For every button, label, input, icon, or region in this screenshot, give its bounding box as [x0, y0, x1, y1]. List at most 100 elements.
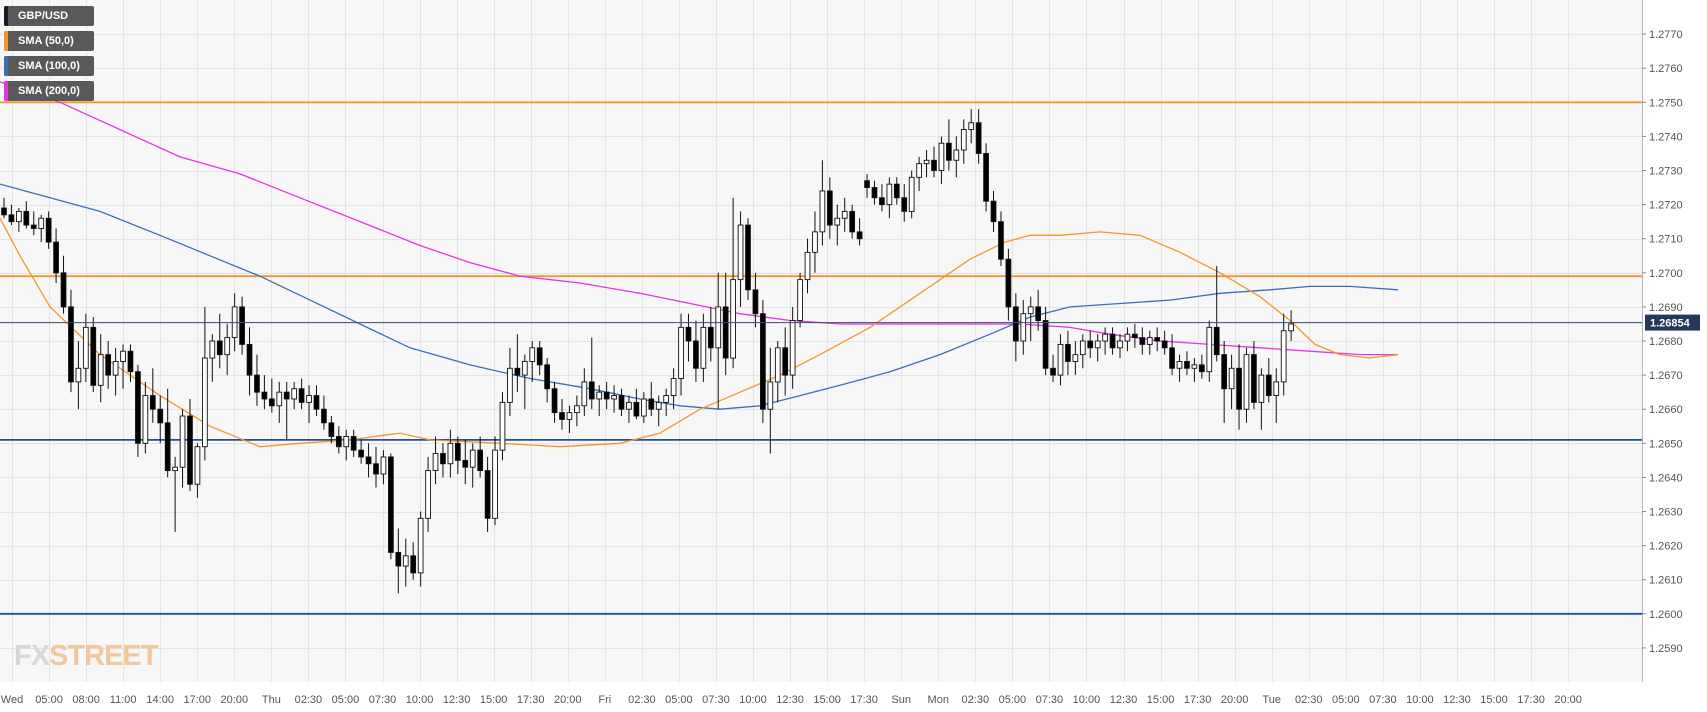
candle — [328, 416, 335, 444]
candle-body-up — [75, 367, 82, 383]
candle — [1, 197, 7, 219]
x-tick-label: 02:30 — [295, 694, 323, 706]
candle — [462, 439, 469, 485]
candle-body-down — [410, 555, 417, 574]
candle-body-up — [276, 391, 283, 407]
candle-body-down — [1198, 364, 1205, 373]
candle-body-up — [953, 149, 960, 161]
candle — [819, 160, 826, 246]
candle — [1265, 358, 1272, 403]
candle — [551, 381, 558, 423]
candle-body-up — [804, 251, 811, 281]
x-tick-label: 12:30 — [1110, 694, 1138, 706]
candle-body-up — [209, 340, 216, 359]
candle-body-up — [916, 163, 922, 178]
candle-body-up — [1094, 340, 1101, 349]
candle — [931, 146, 937, 178]
logo-street: STREET — [49, 640, 158, 672]
candle-body-down — [1139, 337, 1146, 345]
candle-body-up — [1206, 326, 1213, 373]
candle-body-down — [261, 391, 268, 400]
candle-body-down — [893, 183, 900, 199]
candle — [1280, 313, 1287, 396]
x-tick-label: 15:00 — [1147, 694, 1175, 706]
x-tick-label: 07:30 — [1369, 694, 1397, 706]
x-tick-label: 02:30 — [1295, 694, 1323, 706]
candle-body-down — [68, 306, 74, 383]
candle-body-up — [700, 326, 707, 369]
candle-body-down — [693, 340, 699, 369]
legend-item-sma200[interactable]: SMA (200,0) — [4, 81, 94, 101]
candle-body-up — [767, 381, 774, 410]
candle — [1169, 334, 1175, 376]
candle-body-down — [164, 422, 171, 472]
y-tick-label: 1.2670 — [1649, 370, 1683, 382]
x-tick-label: 10:00 — [406, 694, 434, 706]
legend-item-sma50[interactable]: SMA (50,0) — [4, 31, 94, 51]
candle — [187, 398, 193, 492]
x-tick-label: Mon — [928, 694, 949, 706]
candle — [469, 443, 476, 488]
x-tick-label: 12:30 — [443, 694, 471, 706]
candle — [968, 109, 975, 144]
candle-body-down — [931, 159, 937, 171]
candle — [1154, 327, 1161, 352]
y-tick-label: 1.2740 — [1649, 131, 1683, 143]
candle — [856, 218, 863, 246]
x-tick-label: Wed — [1, 694, 23, 706]
legend-item-sma100[interactable]: SMA (100,0) — [4, 56, 94, 76]
current-price-badge-bg — [1645, 314, 1700, 331]
x-tick-label: 07:30 — [1036, 694, 1064, 706]
candle — [626, 395, 632, 423]
candle-body-down — [462, 459, 469, 468]
candle — [722, 272, 729, 376]
candle — [16, 208, 22, 232]
candle-body-up — [886, 183, 893, 206]
x-tick-label: 05:00 — [665, 694, 693, 706]
candle-body-down — [722, 306, 729, 359]
candle — [120, 344, 126, 389]
x-tick-label: 20:00 — [554, 694, 582, 706]
candle-body-down — [30, 224, 37, 229]
candle — [157, 395, 164, 444]
candle-body-up — [120, 350, 126, 362]
candle — [1243, 347, 1250, 423]
candle-body-up — [1228, 367, 1235, 390]
candle — [700, 313, 707, 382]
candle-body-up — [224, 337, 231, 356]
candle-body-down — [484, 470, 491, 519]
candle-body-up — [521, 361, 528, 376]
candle-body-down — [745, 224, 751, 291]
candle — [425, 456, 431, 532]
candle — [893, 177, 900, 205]
candle-body-down — [559, 412, 565, 420]
candle-body-up — [774, 347, 781, 383]
x-tick-label: Sun — [891, 694, 911, 706]
candle-body-down — [350, 436, 357, 451]
y-tick-label: 1.2770 — [1649, 29, 1683, 41]
candle — [1139, 327, 1146, 355]
candle — [477, 436, 484, 478]
candle — [574, 395, 580, 427]
candle-body-down — [454, 442, 461, 461]
candle — [1020, 300, 1027, 355]
candle — [291, 381, 298, 410]
candle-body-up — [626, 401, 632, 410]
legend-item-symbol[interactable]: GBP/USD — [4, 6, 94, 26]
candle — [321, 395, 327, 430]
candle — [1117, 334, 1123, 359]
candle-body-down — [514, 367, 521, 376]
x-tick-label: 07:30 — [702, 694, 730, 706]
y-tick-label: 1.2690 — [1649, 302, 1683, 314]
candle-body-up — [291, 388, 298, 400]
candle-body-down — [1087, 340, 1094, 349]
candle-body-up — [1273, 381, 1280, 397]
candle-body-down — [388, 456, 394, 553]
candle — [752, 272, 759, 328]
candle-body-up — [789, 320, 796, 376]
candle — [559, 398, 565, 430]
axes: 1.2590 1.2600 1.2610 1.2620 1.2630 1.2640 1.26… — [1, 0, 1683, 706]
candle — [1213, 265, 1220, 362]
